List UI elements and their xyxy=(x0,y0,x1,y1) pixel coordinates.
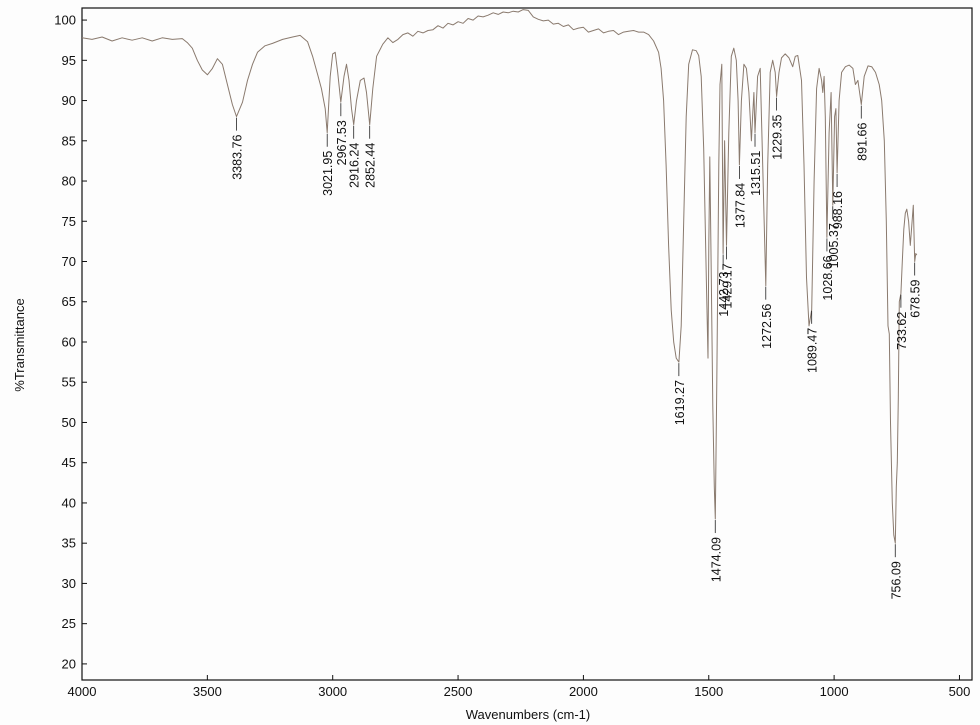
x-tick-label: 3500 xyxy=(193,684,222,699)
peak-label: 1315.51 xyxy=(749,151,763,196)
peak-label: 2916.24 xyxy=(348,143,362,188)
y-axis-ticks: 100 95 90 85 80 75 70 65 60 55 50 45 40 35 30 25 20 xyxy=(54,13,87,671)
y-tick-label: 65 xyxy=(62,294,76,309)
peak-label: 1005.37 xyxy=(827,223,841,268)
peak-label: 1229.35 xyxy=(771,114,785,159)
peak-label: 1377.84 xyxy=(733,183,747,228)
y-tick-label: 70 xyxy=(62,254,76,269)
x-tick-label: 1500 xyxy=(694,684,723,699)
y-tick-label: 35 xyxy=(62,536,76,551)
peak-label: 3021.95 xyxy=(321,151,335,196)
y-tick-label: 25 xyxy=(62,616,76,631)
y-tick-label: 45 xyxy=(62,455,76,470)
x-tick-label: 4000 xyxy=(68,684,97,699)
y-tick-label: 30 xyxy=(62,576,76,591)
x-axis-title: Wavenumbers (cm-1) xyxy=(466,707,590,722)
peak-label: 2852.44 xyxy=(364,143,378,188)
y-tick-label: 60 xyxy=(62,334,76,349)
y-tick-label: 20 xyxy=(62,656,76,671)
peak-label: 756.09 xyxy=(889,561,903,599)
peak-label: 678.59 xyxy=(909,279,923,317)
y-tick-label: 80 xyxy=(62,174,76,189)
x-tick-label: 500 xyxy=(949,684,971,699)
peak-label: 1089.47 xyxy=(806,328,820,373)
x-axis-ticks: 4000 3500 3000 2500 2000 1500 1000 500 xyxy=(68,675,971,699)
peak-label: 1474.09 xyxy=(709,537,723,582)
spectrum-line xyxy=(81,9,918,544)
plot-frame xyxy=(81,7,973,681)
y-tick-label: 40 xyxy=(62,495,76,510)
y-tick-label: 100 xyxy=(54,13,76,28)
x-tick-label: 1000 xyxy=(820,684,849,699)
peak-label: 891.66 xyxy=(855,123,869,161)
y-axis-title: %Transmittance xyxy=(12,298,27,391)
x-tick-label: 2500 xyxy=(444,684,473,699)
y-tick-label: 90 xyxy=(62,93,76,108)
peak-label: 2967.53 xyxy=(335,120,349,165)
peak-label: 1442.73 xyxy=(717,271,731,316)
peak-label: 733.62 xyxy=(895,312,909,350)
peak-label: 3383.76 xyxy=(231,135,245,180)
y-tick-label: 85 xyxy=(62,133,76,148)
peak-label: 988.16 xyxy=(831,191,845,229)
y-tick-label: 55 xyxy=(62,375,76,390)
y-tick-label: 75 xyxy=(62,214,76,229)
y-tick-label: 50 xyxy=(62,415,76,430)
x-tick-label: 3000 xyxy=(318,684,347,699)
x-tick-label: 2000 xyxy=(569,684,598,699)
peak-label: 1272.56 xyxy=(760,304,774,349)
peak-label: 1619.27 xyxy=(673,380,687,425)
peak-label: 1429.17 xyxy=(721,263,735,308)
y-tick-label: 95 xyxy=(62,53,76,68)
peak-label: 1028.66 xyxy=(821,255,835,300)
